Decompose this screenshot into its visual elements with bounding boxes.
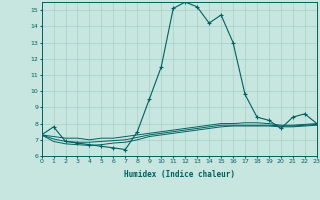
X-axis label: Humidex (Indice chaleur): Humidex (Indice chaleur) (124, 170, 235, 179)
